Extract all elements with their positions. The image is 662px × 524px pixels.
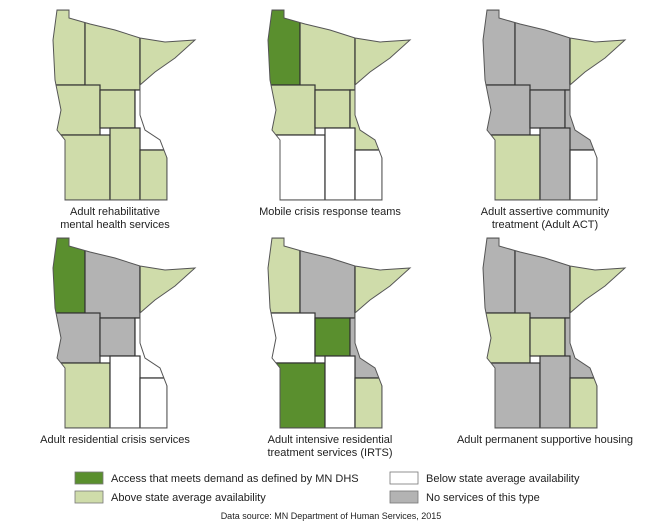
state-map: [267, 237, 411, 429]
legend-label: No services of this type: [426, 492, 540, 504]
region: [314, 317, 351, 357]
region: [354, 149, 383, 200]
region: [314, 89, 351, 129]
region: [299, 238, 356, 319]
regions: [268, 10, 410, 200]
region: [53, 362, 111, 428]
legend-swatch: [74, 471, 104, 485]
region: [539, 127, 571, 200]
map-title: Adult rehabilitative mental health servic…: [60, 206, 170, 231]
regions: [483, 238, 625, 428]
legend-swatch: [74, 490, 104, 504]
state-map: [482, 9, 626, 201]
regions: [483, 10, 625, 200]
region: [529, 317, 566, 357]
region: [324, 355, 356, 428]
region: [569, 149, 598, 200]
state-map: [267, 9, 411, 201]
region: [99, 89, 136, 129]
region: [324, 127, 356, 200]
map-title: Adult permanent supportive housing: [457, 434, 633, 446]
region: [53, 238, 86, 314]
state-map: [52, 237, 196, 429]
legend-label: Above state average availability: [111, 492, 266, 504]
region: [109, 127, 141, 200]
map-title: Adult assertive community treatment (Adul…: [481, 206, 610, 231]
map-title: Adult intensive residential treatment ser…: [267, 434, 392, 459]
region: [354, 377, 383, 428]
legend-label: Below state average availability: [426, 473, 580, 485]
region: [483, 362, 541, 428]
region: [483, 134, 541, 200]
region: [53, 312, 101, 364]
region: [268, 312, 316, 364]
regions: [268, 238, 410, 428]
region: [84, 10, 141, 91]
region: [299, 10, 356, 91]
region: [483, 312, 531, 364]
region: [569, 377, 598, 428]
state-map: [52, 9, 196, 201]
region: [514, 238, 571, 319]
region: [139, 377, 168, 428]
map-title: Adult residential crisis services: [40, 434, 190, 446]
map-title: Mobile crisis response teams: [259, 206, 401, 218]
state-map: [482, 237, 626, 429]
region: [84, 238, 141, 319]
region: [483, 84, 531, 136]
region: [53, 134, 111, 200]
source: Data source: MN Department of Human Serv…: [221, 511, 442, 521]
region: [109, 355, 141, 428]
region: [268, 362, 326, 428]
region: [268, 134, 326, 200]
region: [483, 238, 516, 314]
region: [529, 89, 566, 129]
region: [53, 84, 101, 136]
region: [268, 238, 301, 314]
region: [514, 10, 571, 91]
region: [99, 317, 136, 357]
legend-swatch: [389, 471, 419, 485]
legend-swatch: [389, 490, 419, 504]
legend-label: Access that meets demand as defined by M…: [111, 473, 359, 485]
region: [539, 355, 571, 428]
region: [268, 84, 316, 136]
regions: [53, 238, 195, 428]
region: [139, 149, 168, 200]
regions: [53, 10, 195, 200]
